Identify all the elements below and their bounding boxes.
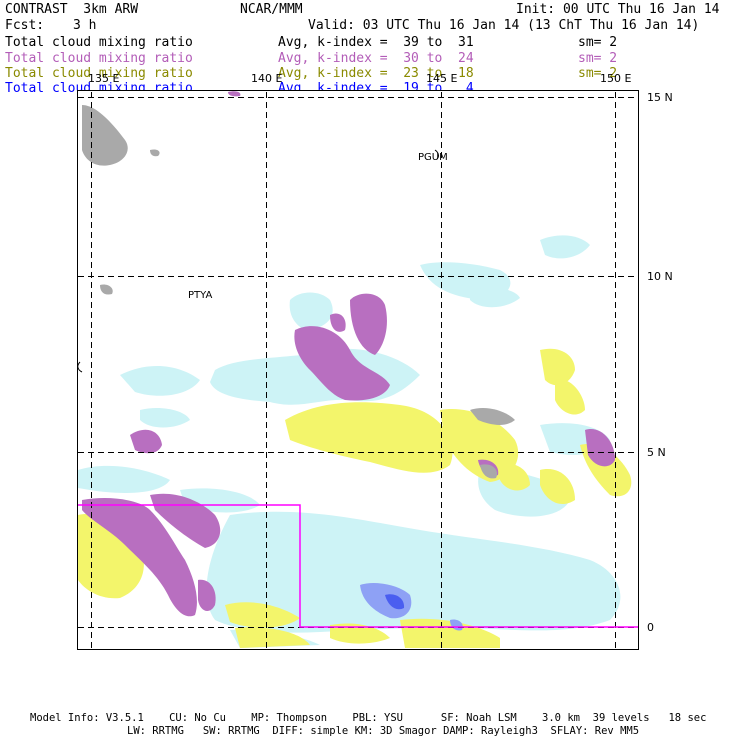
lat-label-5n: 5 N [647,446,666,459]
purple-cloud-field [82,91,615,617]
lon-label-135e: 135 E [88,72,120,85]
nested-domain-box [78,504,638,628]
gray-cloud-field [82,105,515,479]
legend-sm-3: sm= 2 [578,66,618,81]
lat-label-10n: 10 N [647,270,673,283]
coastline-mark [77,361,83,373]
legend-range-2: Avg, k-index = 30 to 24 [278,51,474,66]
lat-label-15n: 15 N [647,91,673,104]
station-pgum: PGUM [418,152,448,163]
station-ptya: PTYA [188,290,213,301]
legend-field-1: Total cloud mixing ratio [5,35,193,50]
legend-field-3: Total cloud mixing ratio [5,66,193,81]
legend-range-1: Avg, k-index = 39 to 31 [278,35,474,50]
legend-sm-1: sm= 2 [578,35,618,50]
lon-label-140e: 140 E [251,72,283,85]
legend-sm-2: sm= 2 [578,51,618,66]
lon-label-150e: 150 E [600,72,632,85]
yellow-cloud-field [78,348,632,648]
init-time: Init: 00 UTC Thu 16 Jan 14 [516,2,720,17]
legend-range-3: Avg, k-index = 23 to 18 [278,66,474,81]
model-info-line-2: LW: RRTMG SW: RRTMG DIFF: simple KM: 3D … [127,725,640,737]
model-title: CONTRAST 3km ARW [5,2,139,17]
organization-label: NCAR/MMM [240,2,303,17]
lat-label-0: 0 [647,621,654,634]
forecast-label: Fcst: [5,18,45,33]
legend-field-2: Total cloud mixing ratio [5,51,193,66]
model-info-line-1: Model Info: V3.5.1 CU: No Cu MP: Thompso… [30,712,707,724]
forecast-hours: 3 h [73,18,97,33]
coastline-mark-guam [434,149,439,160]
lon-label-145e: 145 E [426,72,458,85]
valid-time: Valid: 03 UTC Thu 16 Jan 14 (13 ChT Thu … [308,18,700,33]
